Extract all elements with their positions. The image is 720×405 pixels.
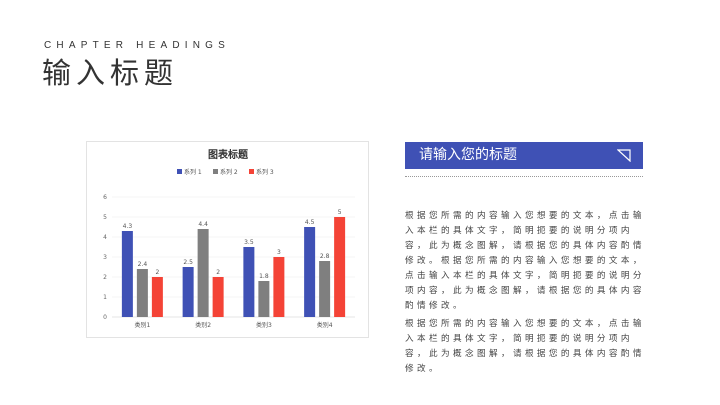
legend-swatch [213,169,218,174]
x-tick-label: 类别2 [195,321,211,329]
y-tick-label: 3 [103,254,107,261]
x-tick-label: 类别4 [317,321,333,329]
bar [121,231,133,317]
y-tick-label: 5 [103,214,107,221]
data-label: 4.4 [198,221,208,228]
divider [405,176,643,177]
data-label: 2 [155,269,159,276]
bar [197,229,209,317]
y-tick-label: 0 [103,314,107,321]
bar [258,281,270,317]
bar [182,267,194,317]
bar [319,261,331,317]
legend-label: 系列 3 [256,168,274,176]
bar [304,227,316,317]
data-label: 3.5 [244,239,254,246]
data-label: 5 [338,209,342,216]
bar-chart: 图表标题 系列 1 系列 2 系列 3 0 1 2 3 4 5 6 类别1 4.3 2.4 2 类别2 2.5 4… [86,141,369,338]
legend-swatch [249,169,254,174]
y-tick-label: 6 [103,194,107,201]
data-label: 2.5 [183,259,193,266]
legend-label: 系列 1 [184,168,202,176]
bar [243,247,255,317]
data-label: 2.4 [138,261,148,268]
data-label: 4.3 [123,223,133,230]
y-tick-label: 1 [103,294,107,301]
data-label: 1.8 [259,273,269,280]
bar [212,277,224,317]
y-tick-label: 2 [103,274,107,281]
bar [273,257,285,317]
bar [151,277,163,317]
x-tick-label: 类别1 [134,321,150,329]
bar [136,269,148,317]
x-tick-label: 类别3 [256,321,272,329]
data-label: 2 [216,269,220,276]
body-paragraph-2: 根据您所需的内容输入您想要的文本，点击输入本栏的具体文字，简明扼要的说明分项内容… [405,319,645,374]
legend-swatch [177,169,182,174]
data-label: 4.5 [305,219,315,226]
body-paragraph-1: 根据您所需的内容输入您想要的文本，点击输入本栏的具体文字，简明扼要的说明分项内容… [405,211,645,311]
page-title: 输入标题 [42,56,179,90]
data-label: 3 [277,249,281,256]
data-label: 2.8 [320,253,330,260]
bar [334,217,346,317]
chart-title: 图表标题 [208,148,249,161]
triangle-corner-icon [617,149,631,162]
panel-title: 请输入您的标题 [419,147,517,163]
chapter-heading: CHAPTER HEADINGS [44,40,230,51]
legend-label: 系列 2 [220,168,238,176]
body-text: 根据您所需的内容输入您想要的文本，点击输入本栏的具体文字，简明扼要的说明分项内容… [405,209,650,380]
panel-header: 请输入您的标题 [405,142,643,169]
y-tick-label: 4 [103,234,107,241]
